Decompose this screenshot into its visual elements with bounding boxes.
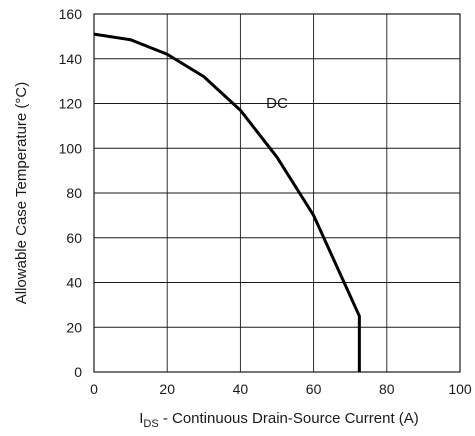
- y-tick-label: 60: [66, 230, 82, 246]
- x-tick-label: 80: [379, 381, 395, 397]
- x-tick-label: 60: [306, 381, 322, 397]
- y-axis-label: Allowable Case Temperature (°C): [13, 82, 30, 304]
- series-line-dc: [93, 32, 361, 372]
- y-tick-label: 100: [59, 140, 83, 156]
- x-axis-label-subscript: DS: [143, 418, 158, 430]
- grid: [94, 14, 460, 372]
- y-tick-label: 40: [66, 275, 82, 291]
- y-tick-label: 140: [59, 51, 83, 67]
- x-tick-label: 100: [448, 381, 472, 397]
- x-tick-label: 40: [233, 381, 249, 397]
- x-axis-label-rest: - Continuous Drain-Source Current (A): [159, 410, 419, 427]
- x-axis-label: IDS - Continuous Drain-Source Current (A…: [139, 410, 419, 430]
- y-tick-label: 160: [59, 6, 83, 22]
- x-tick-label: 0: [90, 381, 98, 397]
- plot-frame: [93, 13, 461, 373]
- annotations: DC: [266, 95, 288, 112]
- y-tick-label: 120: [59, 96, 83, 112]
- tick-labels: 0 20 40 60 80 100 0 20 40 60 80 100 120 140 160: [59, 6, 472, 397]
- series-layer: [93, 32, 361, 372]
- x-axis-label-main: I: [139, 410, 143, 427]
- y-tick-label: 80: [66, 185, 82, 201]
- y-tick-label: 0: [74, 364, 82, 380]
- y-tick-label: 20: [66, 319, 82, 335]
- x-tick-label: 20: [159, 381, 175, 397]
- series-annotation: DC: [266, 95, 288, 112]
